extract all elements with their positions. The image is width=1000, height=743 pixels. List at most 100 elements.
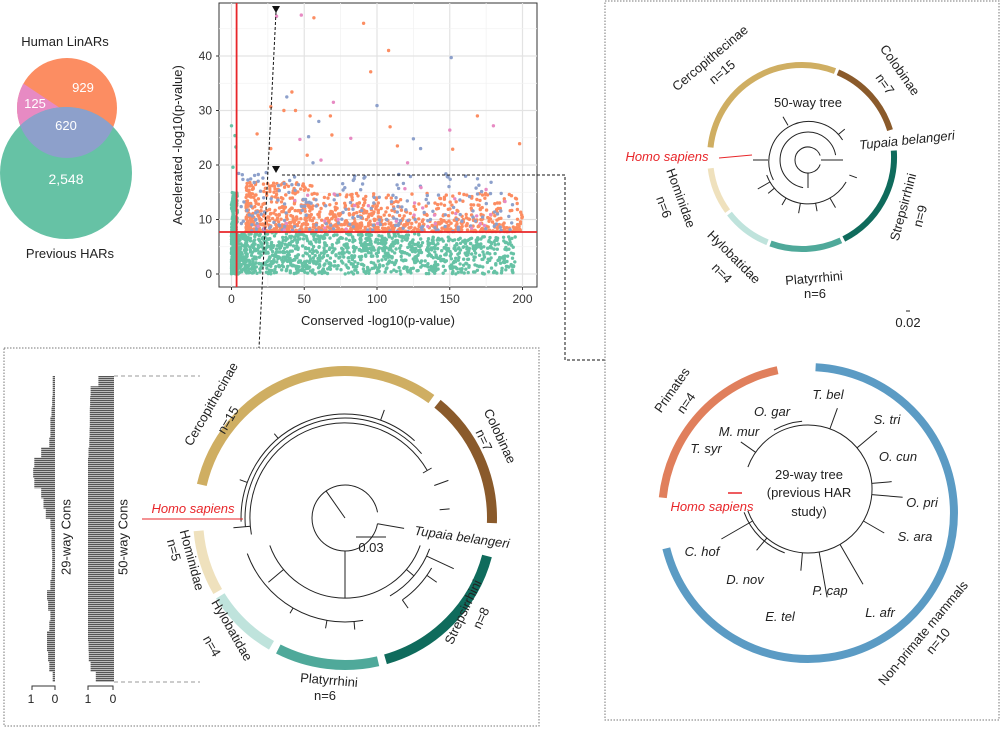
clade-label-cercopithecinae: Cercopithecinae (181, 360, 241, 449)
scatter-point (265, 241, 269, 245)
scatter-point (239, 221, 244, 226)
scatter-point (361, 203, 366, 207)
scatter-point (479, 189, 484, 194)
tree-branch (325, 490, 346, 519)
scatter-point (351, 237, 355, 241)
scatter-point (395, 210, 399, 214)
scale-value: 0.02 (895, 315, 920, 330)
scatter-point (413, 232, 417, 236)
scatter-point (328, 203, 332, 207)
scatter-point (328, 261, 333, 266)
scatter-point (371, 245, 375, 249)
scatter-point (339, 268, 343, 272)
scatter-point (511, 270, 515, 275)
scatter-point (451, 147, 455, 151)
tree-title: study) (791, 504, 826, 519)
scatter-point (348, 222, 352, 226)
scatter-point (279, 217, 283, 221)
scatter-point (314, 240, 318, 244)
scatter-point (256, 213, 260, 217)
tree-title: (previous HAR (767, 485, 852, 500)
scatter-point (273, 187, 277, 191)
scatter-point (275, 244, 280, 248)
scatter-point (351, 225, 355, 229)
scatter-point (300, 222, 304, 227)
scatter-point (411, 266, 415, 270)
scatter-point (245, 184, 249, 189)
homo-sapiens-branch (718, 154, 753, 159)
scatter-point (315, 192, 319, 196)
scatter-point (363, 253, 368, 257)
scatter-point (351, 207, 355, 211)
scatter-point (288, 178, 292, 183)
scatter-point (511, 264, 516, 269)
scatter-point (258, 232, 262, 236)
scatter-point (443, 268, 447, 273)
scatter-point (392, 207, 396, 211)
scatter-point (249, 177, 253, 181)
scatter-point (383, 222, 387, 226)
scatter-point (253, 234, 257, 239)
clade-arc-platyrrhini (276, 644, 380, 670)
tree-branch (402, 567, 433, 601)
scatter-point (347, 238, 352, 243)
scatter-point (305, 153, 309, 157)
scatter-point (425, 193, 429, 198)
scatter-point (311, 204, 315, 208)
scatter-point (255, 271, 259, 275)
tree-branch (818, 551, 828, 598)
scatter-point (419, 237, 423, 241)
scatter-point (455, 217, 459, 221)
scatter-point (306, 193, 310, 197)
scatter-point (475, 177, 480, 181)
scatter-point (333, 223, 337, 227)
tree-branch (422, 467, 432, 474)
scatter-point (262, 189, 266, 194)
scatter-point (389, 270, 393, 274)
scatter-point (405, 199, 409, 203)
scatter-point (247, 190, 251, 195)
scatter-point (298, 211, 303, 215)
scatter-point (282, 228, 287, 232)
scatter-point (499, 209, 503, 213)
scatter-point (443, 253, 447, 257)
scatter-point (489, 266, 494, 270)
tree-branch (740, 441, 756, 453)
scatter-point (350, 198, 354, 202)
scatter-point (429, 254, 434, 258)
scatter-point (400, 205, 404, 209)
scatter-point (394, 219, 398, 223)
tree-branch (439, 508, 450, 511)
species-label: D. nov (726, 572, 765, 587)
scatter-point (395, 239, 400, 243)
scatter-point (339, 223, 343, 227)
scatter-point (322, 249, 327, 253)
scatter-point (364, 194, 368, 199)
scatter-point (285, 95, 289, 99)
scatter-point (304, 246, 308, 251)
scatter-point (425, 213, 429, 217)
tree-branch (426, 555, 454, 570)
species-label: O. pri (906, 495, 939, 510)
scatter-point (404, 222, 408, 227)
scatter-point (499, 216, 503, 220)
scatter-point (280, 210, 284, 214)
scatter-point (471, 209, 475, 213)
scatter-point (390, 249, 394, 253)
scatter-point (358, 258, 363, 262)
scatter-point (252, 239, 256, 244)
scatter-point (288, 220, 292, 225)
scatter-point (355, 211, 359, 215)
tree-branch (434, 479, 449, 486)
scatter-point (300, 268, 304, 273)
scatter-point (356, 261, 360, 266)
scatter-point (385, 266, 389, 270)
scatter-point (436, 202, 440, 207)
scatter-point (372, 266, 376, 270)
scatter-point (293, 108, 298, 113)
scatter-point (266, 215, 270, 219)
scatter-point (295, 269, 299, 273)
scatter-point (349, 226, 353, 231)
scatter-point (251, 186, 255, 191)
x-tick: 100 (367, 292, 387, 306)
